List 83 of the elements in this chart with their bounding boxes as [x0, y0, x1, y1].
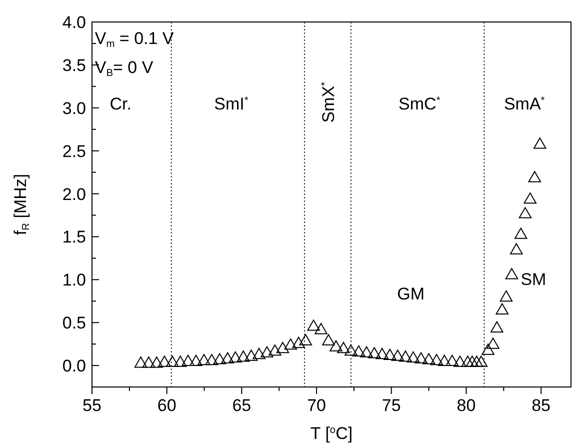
point: [510, 243, 523, 254]
point: [352, 345, 366, 357]
point: [190, 354, 202, 366]
x-tick-label: 85: [532, 396, 551, 415]
point: [505, 268, 518, 280]
y-tick-label: 1.5: [62, 228, 86, 247]
point: [399, 350, 412, 362]
point: [252, 348, 266, 360]
y-tick-label: 1.0: [62, 270, 86, 290]
point: [276, 342, 290, 354]
point: [500, 290, 513, 302]
point: [446, 354, 459, 366]
annotation: GM: [397, 284, 425, 304]
annotation: SmC$^{*}$: [398, 94, 440, 114]
point: [337, 342, 350, 354]
annotation: SmA$^{*}$: [504, 94, 545, 114]
point: [518, 207, 532, 218]
point: [307, 320, 320, 331]
point: [260, 346, 274, 358]
point: [414, 352, 428, 364]
x-tick-label: 80: [456, 396, 476, 415]
point: [213, 353, 226, 364]
x-tick-label: 65: [232, 396, 252, 415]
point: [470, 356, 484, 367]
point: [474, 356, 488, 367]
annotation: V$_{B}$= 0 V: [94, 58, 154, 79]
point: [524, 192, 537, 204]
point: [182, 354, 194, 366]
point: [461, 356, 474, 367]
point: [221, 352, 234, 364]
point: [486, 338, 500, 349]
point: [454, 356, 466, 367]
annotation: SmI$^{*}$: [214, 94, 248, 114]
point: [490, 321, 504, 332]
x-tick-label: 60: [157, 396, 176, 415]
point: [142, 356, 156, 368]
y-tick-label: 3.0: [62, 98, 86, 118]
annotation: SM: [520, 270, 546, 289]
point: [466, 356, 479, 367]
point: [360, 346, 373, 358]
point: [174, 356, 187, 367]
point: [198, 354, 210, 366]
point: [229, 351, 242, 363]
x-tick-label: 70: [307, 396, 326, 415]
point: [314, 323, 328, 334]
point: [166, 356, 179, 367]
y-tick-label: 2.5: [62, 142, 86, 161]
y-tick-label: 4.0: [62, 13, 86, 32]
point: [150, 356, 164, 368]
y-tick-label: 3.5: [62, 56, 86, 75]
point: [430, 354, 443, 366]
point: [391, 350, 404, 361]
point: [383, 348, 396, 360]
point: [292, 336, 305, 348]
point: [438, 354, 451, 366]
point: [268, 344, 282, 356]
point: [422, 353, 436, 364]
point: [299, 334, 312, 346]
point: [376, 348, 388, 360]
x-tick-label: 55: [82, 396, 102, 415]
text: 0.0: [62, 356, 86, 376]
point: [344, 344, 358, 356]
point: [236, 350, 250, 362]
annotation: Cr.: [110, 94, 132, 114]
point: [368, 347, 381, 358]
x-tick-label: 75: [382, 396, 401, 415]
point: [482, 344, 494, 355]
point: [514, 228, 528, 239]
point: [533, 138, 546, 149]
point: [158, 356, 171, 367]
y-tick-label: 0.5: [62, 314, 86, 333]
point: [496, 303, 509, 314]
point: [244, 350, 258, 361]
point: [205, 354, 218, 366]
y-tick-label: 2.0: [62, 184, 86, 204]
point: [528, 171, 542, 182]
point: [284, 338, 298, 350]
point: [330, 340, 342, 352]
x-axis-title: T [$^{o}$C]: [310, 424, 353, 443]
point: [406, 351, 420, 363]
annotation: V$_{m}$ = 0.1 V: [94, 28, 174, 50]
point: [322, 334, 335, 346]
point: [134, 356, 148, 368]
